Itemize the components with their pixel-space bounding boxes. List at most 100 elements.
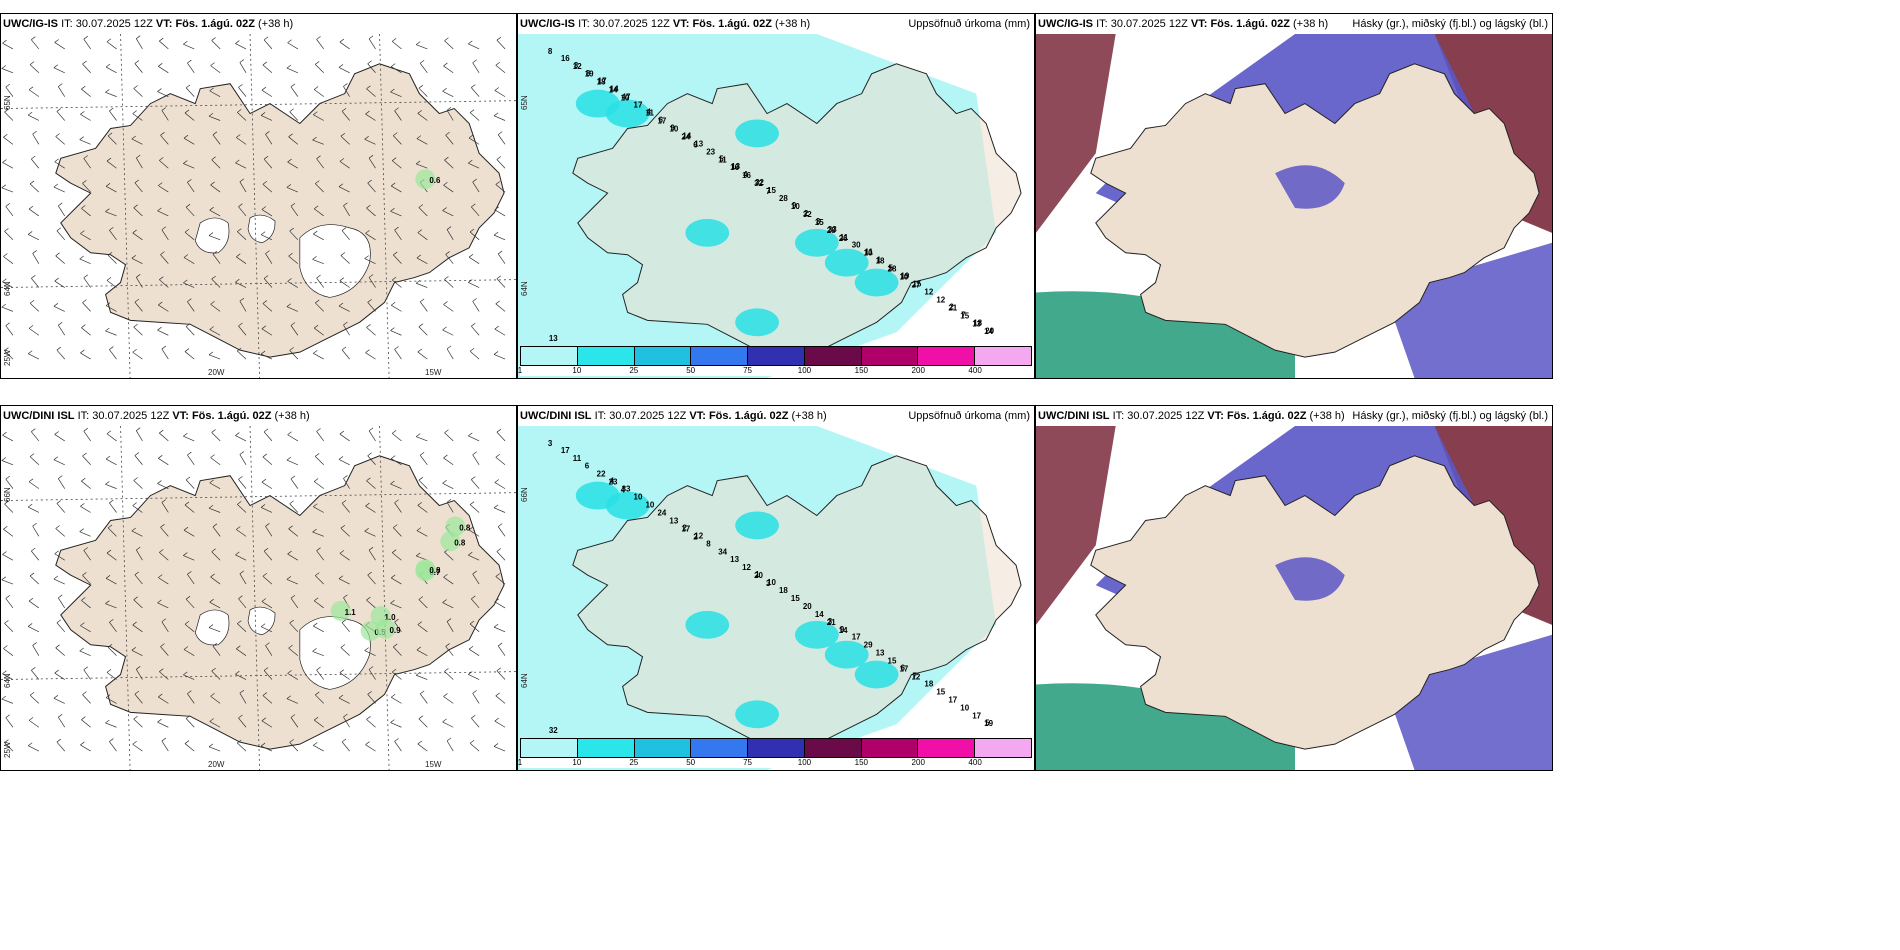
wind-barb [183,552,195,561]
wind-barb [5,83,14,97]
wind-barb [315,299,324,312]
wind-barb [133,85,143,97]
wind-barb [494,87,506,97]
wind-barb [444,668,454,680]
wind-barb [494,598,506,609]
wind-barb [316,36,325,50]
wind-barb [133,323,143,336]
wind-barb [53,456,65,466]
wind-barb [212,131,221,145]
wind-barb [339,430,350,442]
wind-panel: UWC/DINI ISL IT: 30.07.2025 12Z VT: Fös.… [0,405,517,771]
wind-barb [109,226,117,241]
wind-barb [28,205,40,217]
colorbar-cell [521,347,578,365]
wind-barb [109,618,117,633]
precip-value: 4 [743,170,748,179]
wind-barb [107,643,117,656]
it-time: 30.07.2025 12Z [1127,410,1205,422]
wind-barb [160,132,169,145]
wind-barb [185,595,195,609]
wind-barb [235,551,247,561]
wind-barb [289,619,299,633]
wind-barb [494,479,506,489]
wind-barb [107,524,117,537]
wind-barb [183,279,195,288]
precip-value: 3 [816,217,821,226]
wind-barb [83,274,91,288]
precip-value: 14 [682,131,691,140]
wind-barb [237,501,247,513]
wind-barb [28,478,40,489]
wind-barb [135,274,143,288]
wind-barb [187,59,195,73]
wind-barb [315,180,324,193]
wind-barb [134,60,143,73]
wind-barb [105,327,117,336]
wind-barb [367,571,376,585]
wind-barb [187,451,195,465]
wind-barb [239,297,247,312]
lead-time: (+38 h) [1309,410,1345,422]
wind-barb [469,347,480,360]
lat-label: 64N [520,673,529,688]
wind-barb [287,158,299,169]
wind-barb [341,738,350,752]
precip-value: 4 [610,477,615,486]
wind-barb [209,206,221,217]
lat-label: 64N [3,281,12,296]
wind-barb [418,84,428,97]
wind-barb [391,38,402,50]
wind-barb [312,648,324,656]
precip-value: 29 [864,641,873,650]
colorbar-cell [691,347,749,365]
gust-value: 0.8 [454,538,466,547]
precip-value: 18 [924,679,933,688]
wind-barb [444,156,454,169]
wind-barb [445,131,454,145]
wind-barb [469,109,480,121]
wind-barb [236,253,247,264]
wind-barb [4,620,14,633]
colorbar-cell [691,739,749,757]
colorbar-label: 400 [968,366,982,375]
wind-barb [366,324,376,336]
panel-header: UWC/IG-IS IT: 30.07.2025 12Z VT: Fös. 1.… [1,14,516,34]
wind-barb [185,203,195,217]
wind-barb [135,666,143,680]
wind-barb [496,548,506,561]
wind-barb [316,274,325,288]
wind-barb [57,202,66,217]
wind-barb [472,298,480,312]
wind-barb [237,620,247,633]
precip-panel: UWC/IG-IS IT: 30.07.2025 12Z VT: Fös. 1.… [517,13,1035,379]
lon-label: 20W [208,760,225,769]
wind-barb [416,646,428,656]
wind-barb [468,253,480,264]
precip-value: 13 [694,139,703,148]
wind-barb [364,255,376,264]
wind-barb [261,325,273,336]
wind-barb [54,277,65,288]
precip-value: 28 [827,226,836,235]
wind-barb [1,457,14,466]
wind-barb [210,573,221,585]
wind-barb [109,107,117,121]
wind-barb [211,429,221,442]
wind-barb [316,666,325,680]
vt-label: VT: [172,410,189,422]
wind-barb [81,597,91,609]
wind-barb [159,37,169,50]
wind-barb [183,671,195,680]
wind-barb [443,454,454,466]
precip-value: 14 [610,85,619,94]
wind-barb [235,278,247,288]
wind-barb [261,598,273,609]
panel-header: UWC/IG-IS IT: 30.07.2025 12Z VT: Fös. 1.… [1036,14,1552,34]
wind-barb [161,226,169,240]
wind-barb [471,476,480,489]
wind-barb [83,155,91,169]
precip-value: 6 [693,140,698,149]
model-label: UWC/IG-IS [520,18,575,30]
wind-barb [158,455,169,466]
